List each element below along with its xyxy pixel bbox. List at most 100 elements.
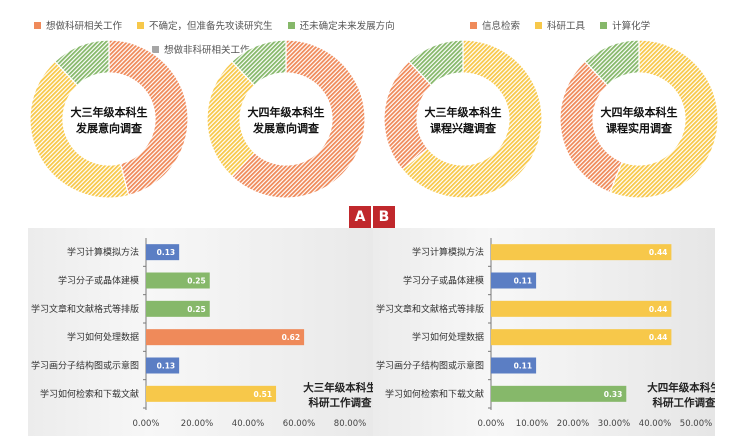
category-label: 学习计算模拟方法 — [67, 246, 139, 258]
x-tick-label: 0.00% — [477, 419, 504, 429]
data-label: 0.44 — [649, 248, 668, 257]
donut-slice — [408, 39, 464, 87]
career-legend-row-1: 想做科研相关工作 不确定，但准备先攻读研究生 还未确定未来发展方向 — [34, 18, 395, 32]
bar-chart-title: 大四年级本科生 — [647, 381, 715, 394]
bar-chart-svg: 学习计算模拟方法 0.44 学习分子或晶体建模 0.11 学习文章和文献格式等排版 0.4… — [376, 238, 716, 429]
legend-item: 还未确定未来发展方向 — [287, 18, 395, 32]
category-label: 学习画分子结构图或示意图 — [31, 360, 139, 372]
bar — [491, 329, 672, 346]
legend-label: 信息检索 — [482, 21, 521, 32]
badge-b: B — [373, 206, 395, 228]
donut-slice — [609, 39, 719, 199]
legend-label: 想做非科研相关工作 — [164, 45, 250, 56]
donut-title: 大三年级本科生 — [71, 105, 148, 119]
donut-slice — [584, 39, 640, 87]
donut-title: 大三年级本科生 — [425, 105, 502, 119]
career-legend-row-2: 想做非科研相关工作 — [34, 42, 379, 56]
data-label: 0.25 — [187, 277, 206, 286]
category-label: 学习如何检索和下载文献 — [40, 388, 139, 400]
bar-chart-title: 科研工作调查 — [653, 396, 716, 409]
donut-title: 大四年级本科生 — [248, 105, 325, 119]
legend-item: 计算化学 — [600, 18, 650, 32]
category-label: 学习如何检索和下载文献 — [385, 388, 484, 400]
data-label: 0.25 — [187, 305, 206, 314]
x-tick-label: 20.00% — [181, 419, 213, 429]
legend-item: 信息检索 — [470, 18, 520, 32]
donut-slice — [231, 39, 287, 87]
legend-label: 想做科研相关工作 — [46, 21, 123, 32]
bar — [146, 300, 210, 317]
category-label: 学习文章和文献格式等排版 — [376, 303, 484, 315]
legend-label: 不确定，但准备先攻读研究生 — [149, 21, 273, 32]
bar — [146, 272, 210, 289]
category-label: 学习画分子结构图或示意图 — [376, 360, 484, 372]
donut-slice — [29, 60, 130, 199]
data-label: 0.11 — [514, 277, 533, 286]
legend-item: 想做科研相关工作 — [34, 18, 122, 32]
donut-title: 大四年级本科生 — [601, 105, 678, 119]
category-label: 学习文章和文献格式等排版 — [31, 303, 139, 315]
bar — [146, 329, 305, 346]
legend-swatch — [287, 22, 295, 29]
x-tick-label: 50.00% — [680, 419, 712, 429]
donut-chart-senior-course: 大四年级本科生 课程实用调查 — [558, 38, 720, 204]
donut-slice — [559, 60, 623, 194]
x-tick-label: 40.00% — [232, 419, 264, 429]
data-label: 0.33 — [604, 390, 623, 399]
legend-swatch — [152, 46, 159, 53]
career-legend: 想做科研相关工作 不确定，但准备先攻读研究生 还未确定未来发展方向 想做非科研相… — [34, 18, 395, 56]
x-tick-label: 20.00% — [557, 419, 589, 429]
donut-chart-junior-career: 大三年级本科生 发展意向调查 — [28, 38, 190, 204]
donut-title: 发展意向调查 — [75, 121, 142, 135]
bar-chart-title: 大三年级本科生 — [303, 381, 373, 394]
data-label: 0.13 — [157, 362, 176, 371]
course-legend: 信息检索 科研工具 计算化学 — [470, 18, 662, 32]
legend-swatch — [34, 22, 41, 29]
category-label: 学习分子或晶体建模 — [58, 275, 139, 287]
data-label: 0.51 — [254, 390, 273, 399]
donut-title: 课程实用调查 — [606, 121, 672, 135]
donut-slice — [108, 39, 189, 197]
category-label: 学习分子或晶体建模 — [403, 275, 484, 287]
category-label: 学习如何处理数据 — [412, 331, 484, 343]
legend-swatch — [535, 22, 543, 29]
badge-a: A — [349, 206, 371, 228]
donut-chart-senior-career: 大四年级本科生 发展意向调查 — [205, 38, 367, 204]
data-label: 0.13 — [157, 248, 176, 257]
x-tick-label: 80.00% — [334, 419, 366, 429]
donut-title: 发展意向调查 — [252, 121, 319, 135]
data-label: 0.62 — [282, 333, 301, 342]
x-tick-label: 40.00% — [639, 419, 671, 429]
bar — [491, 385, 627, 402]
bar-chart-senior-research: 学习计算模拟方法 0.44 学习分子或晶体建模 0.11 学习文章和文献格式等排版 0.4… — [373, 228, 715, 436]
legend-item: 想做非科研相关工作 — [152, 42, 250, 56]
bar — [146, 244, 180, 261]
x-tick-label: 30.00% — [598, 419, 630, 429]
bar — [146, 357, 180, 374]
legend-swatch — [470, 22, 477, 29]
category-label: 学习计算模拟方法 — [412, 246, 484, 258]
bar-chart-title: 科研工作调查 — [309, 396, 372, 409]
bar — [491, 272, 537, 289]
legend-label: 科研工具 — [547, 21, 586, 32]
data-label: 0.44 — [649, 333, 668, 342]
donut-slice — [401, 39, 543, 199]
donut-slice — [54, 39, 110, 87]
x-tick-label: 60.00% — [283, 419, 315, 429]
legend-label: 计算化学 — [612, 21, 651, 32]
bar — [146, 385, 277, 402]
x-tick-label: 0.00% — [132, 419, 159, 429]
x-tick-label: 10.00% — [516, 419, 548, 429]
donut-chart-junior-course: 大三年级本科生 课程兴趣调查 — [382, 38, 544, 204]
bar-chart-junior-research: 学习计算模拟方法 0.13 学习分子或晶体建模 0.25 学习文章和文献格式等排版 0.2… — [28, 228, 373, 436]
legend-swatch — [600, 22, 608, 29]
bar — [491, 244, 672, 261]
donut-slice — [231, 39, 366, 199]
legend-swatch — [137, 22, 145, 29]
data-label: 0.11 — [514, 362, 533, 371]
bar-chart-svg: 学习计算模拟方法 0.13 学习分子或晶体建模 0.25 学习文章和文献格式等排版 0.2… — [31, 238, 373, 429]
